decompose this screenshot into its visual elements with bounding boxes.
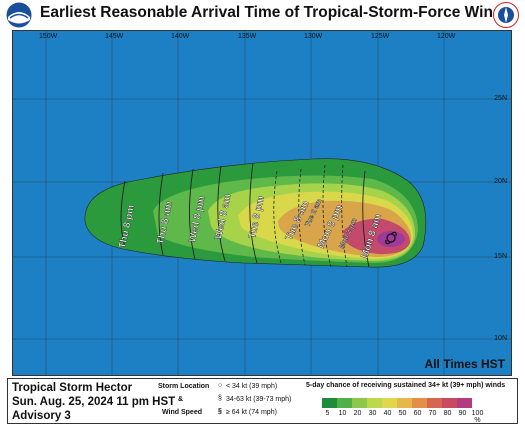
scale-label: 60 — [413, 410, 422, 417]
scale-swatch — [337, 398, 352, 408]
scale-label: 100 % — [471, 410, 484, 424]
legend-panel: Tropical Storm Hector Sun. Aug. 25, 2024… — [7, 378, 518, 424]
legend-item: 34-63 kt (39-73 mph) — [226, 396, 292, 403]
lat-label: 10N — [494, 335, 507, 342]
scale-swatch — [367, 398, 382, 408]
advisory-number: Advisory 3 — [12, 410, 71, 422]
timezone-note: All Times HST — [424, 357, 505, 371]
arrival-time-contours — [273, 164, 348, 268]
scale-label: 80 — [443, 410, 452, 417]
legend-amp: & — [178, 396, 184, 403]
header: Earliest Reasonable Arrival Time of Trop… — [0, 0, 525, 30]
legend-item: < 34 kt (39 mph) — [226, 383, 278, 390]
chance-scale-title: 5-day chance of receiving sustained 34+ … — [306, 382, 506, 389]
nws-logo-icon — [493, 2, 519, 28]
scale-label: 50 — [398, 410, 407, 417]
hurricane-wind-icon: § — [218, 408, 222, 415]
lon-label: 125W — [371, 33, 390, 40]
scale-swatch — [442, 398, 457, 408]
storm-info: Tropical Storm Hector Sun. Aug. 25, 2024… — [12, 381, 175, 423]
legend-item: ≥ 64 kt (74 mph) — [226, 409, 277, 416]
legend-storm-location: Storm Location — [158, 383, 210, 390]
scale-label: 20 — [353, 410, 362, 417]
scale-label: 5 — [325, 410, 330, 417]
low-wind-icon: ○ — [218, 382, 223, 389]
storm-location-marker — [385, 231, 397, 245]
legend-wind-speed: Wind Speed — [162, 409, 202, 416]
lon-label: 150W — [39, 33, 58, 40]
scale-swatch — [397, 398, 412, 408]
advisory-date: Sun. Aug. 25, 2024 11 pm HST — [12, 396, 176, 408]
lon-label: 120W — [437, 33, 456, 40]
map-title: Earliest Reasonable Arrival Time of Trop… — [40, 4, 512, 21]
probability-scale-labels: 5 10 20 30 40 50 60 70 80 90 100 % — [320, 410, 485, 424]
scale-label: 10 — [338, 410, 347, 417]
scale-swatch — [352, 398, 367, 408]
scale-swatch — [322, 398, 337, 408]
lat-label: 20N — [494, 178, 507, 185]
scale-label: 70 — [428, 410, 437, 417]
scale-swatch — [427, 398, 442, 408]
probability-color-scale — [322, 398, 472, 408]
storm-name: Tropical Storm Hector — [12, 382, 133, 394]
lon-label: 135W — [238, 33, 257, 40]
noaa-logo-icon — [6, 2, 32, 28]
lon-label: 140W — [171, 33, 190, 40]
scale-label: 90 — [458, 410, 467, 417]
arrival-time-isochrones — [120, 162, 370, 268]
scale-swatch — [457, 398, 472, 408]
scale-swatch — [382, 398, 397, 408]
scale-label: 30 — [368, 410, 377, 417]
lat-label: 25N — [494, 95, 507, 102]
lat-label: 15N — [494, 253, 507, 260]
storm-wind-icon: § — [218, 395, 222, 402]
lon-label: 130W — [304, 33, 323, 40]
map-area: Thu 8 pm Thu 8 am Wed 8 pm Wed 8 am Tue … — [12, 30, 512, 376]
wind-probability-cone — [84, 158, 427, 268]
lon-label: 145W — [105, 33, 124, 40]
scale-swatch — [412, 398, 427, 408]
map-graphic: Thu 8 pm Thu 8 am Wed 8 pm Wed 8 am Tue … — [13, 31, 511, 375]
scale-label: 40 — [383, 410, 392, 417]
